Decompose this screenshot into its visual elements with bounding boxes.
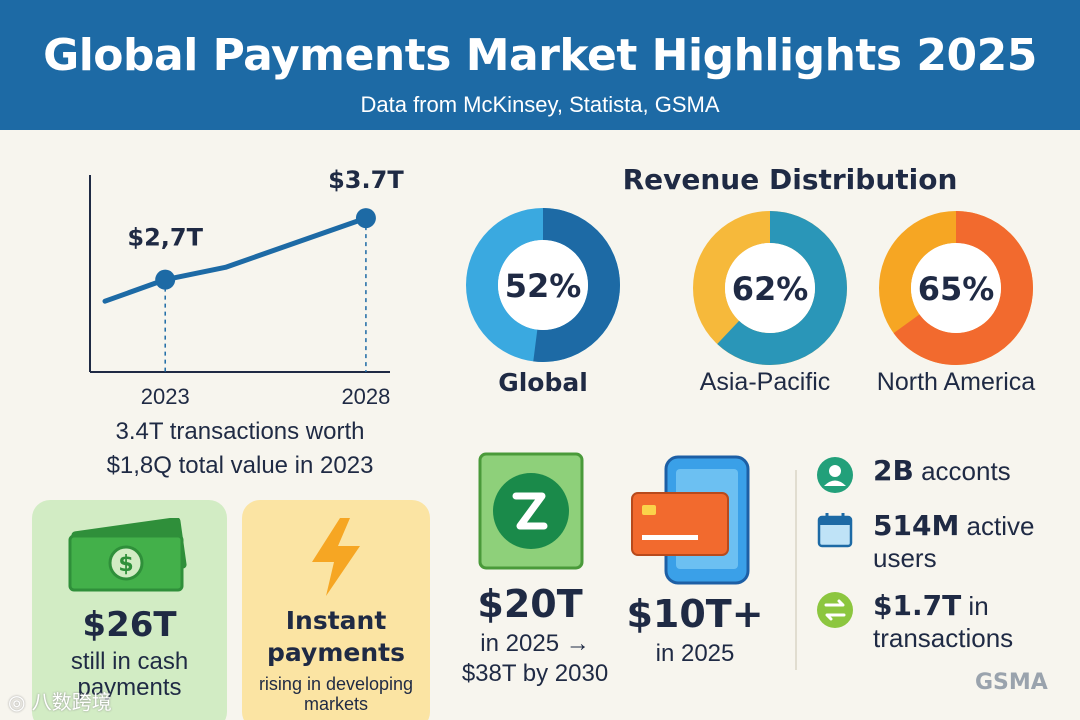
donut-hole bbox=[911, 243, 1001, 333]
cash-value: $26T bbox=[82, 605, 177, 645]
data-point bbox=[355, 208, 376, 229]
donut-slice bbox=[879, 211, 1033, 365]
list-item-label: active bbox=[966, 511, 1035, 541]
donut-global-label: Global bbox=[498, 368, 588, 397]
donut-global: 52% bbox=[466, 208, 620, 362]
page-title: Global Payments Market Highlights 2025 bbox=[43, 30, 1037, 81]
series-line bbox=[102, 215, 369, 304]
donut-slice bbox=[466, 208, 620, 362]
list-item-label: acconts bbox=[921, 456, 1011, 486]
donut-north-america-label: North America bbox=[876, 368, 1036, 396]
stat-b-value: $10T+ bbox=[626, 592, 764, 636]
cash-card: $ $26T still in cash payments bbox=[32, 500, 227, 720]
stat-a-line-1: in 2025 → bbox=[480, 630, 590, 657]
instant-payments-card: Instant payments rising in developing ma… bbox=[242, 500, 430, 720]
cash-line-1: still in cash bbox=[70, 648, 189, 675]
cash-line-2: payments bbox=[77, 674, 182, 701]
donut-global-value: 52% bbox=[505, 267, 582, 305]
donut-slice bbox=[693, 211, 847, 365]
data-point-label: $3.7T bbox=[328, 166, 404, 194]
list-divider bbox=[795, 470, 797, 670]
lightning-icon bbox=[312, 518, 360, 596]
list-item-bold: 514M bbox=[873, 509, 960, 542]
x-tick-label: 2023 bbox=[141, 384, 190, 409]
list-item-label: in bbox=[968, 591, 989, 621]
stat-a-value: $20T bbox=[477, 582, 583, 626]
transactions-line-1: 3.4T transactions worth bbox=[115, 418, 365, 445]
calendar-icon bbox=[817, 513, 853, 548]
data-point-label: $2,7T bbox=[127, 224, 203, 252]
svg-text:$: $ bbox=[118, 552, 133, 577]
watermark: ◎ 八数跨境 bbox=[8, 690, 112, 714]
instant-sub-2: markets bbox=[303, 694, 368, 714]
list-item-label-2: users bbox=[873, 543, 937, 573]
data-point bbox=[155, 269, 176, 290]
donut-north-america-value: 65% bbox=[918, 270, 995, 308]
header-banner: Global Payments Market Highlights 2025 D… bbox=[0, 0, 1080, 130]
source-logo: GSMA bbox=[975, 670, 1048, 695]
list-item-text: $1.7T in transactions bbox=[873, 590, 1073, 654]
instant-sub-1: rising in developing bbox=[258, 674, 414, 694]
donut-north-america: 65% bbox=[879, 211, 1033, 365]
page-subtitle: Data from McKinsey, Statista, GSMA bbox=[360, 92, 720, 117]
transactions-caption: 3.4T transactions worth $1,8Q total valu… bbox=[70, 415, 410, 483]
instant-line-2: payments bbox=[267, 638, 405, 667]
list-item-label-2: transactions bbox=[873, 623, 1014, 653]
transactions-line-2: $1,8Q total value in 2023 bbox=[106, 452, 374, 479]
stat-b-line-1: in 2025 bbox=[655, 640, 735, 667]
stat-a-line-2: $38T by 2030 bbox=[461, 660, 609, 687]
line-chart: $2,7T 2023 $3.7T 2028 bbox=[89, 166, 404, 409]
transfer-icon bbox=[817, 592, 853, 628]
cash-icon: $ bbox=[68, 518, 187, 592]
list-item-text: 514M active users bbox=[873, 510, 1073, 574]
donut-hole bbox=[725, 243, 815, 333]
list-item-bold: 2B bbox=[873, 454, 914, 487]
list-item-bold: $1.7T bbox=[873, 589, 962, 622]
phone-card-icon bbox=[631, 455, 750, 585]
donut-asia-pacific: 62% bbox=[693, 211, 847, 365]
donut-section-title: Revenue Distribution bbox=[622, 163, 958, 196]
user-icon bbox=[817, 457, 853, 493]
donut-hole bbox=[498, 240, 588, 330]
instant-line-1: Instant bbox=[285, 606, 387, 635]
payment-logo-icon bbox=[478, 452, 584, 570]
donut-asia-pacific-value: 62% bbox=[732, 270, 809, 308]
donut-asia-pacific-label: Asia-Pacific bbox=[699, 368, 831, 396]
x-tick-label: 2028 bbox=[341, 384, 390, 409]
list-item-text: 2B acconts bbox=[873, 455, 1073, 487]
